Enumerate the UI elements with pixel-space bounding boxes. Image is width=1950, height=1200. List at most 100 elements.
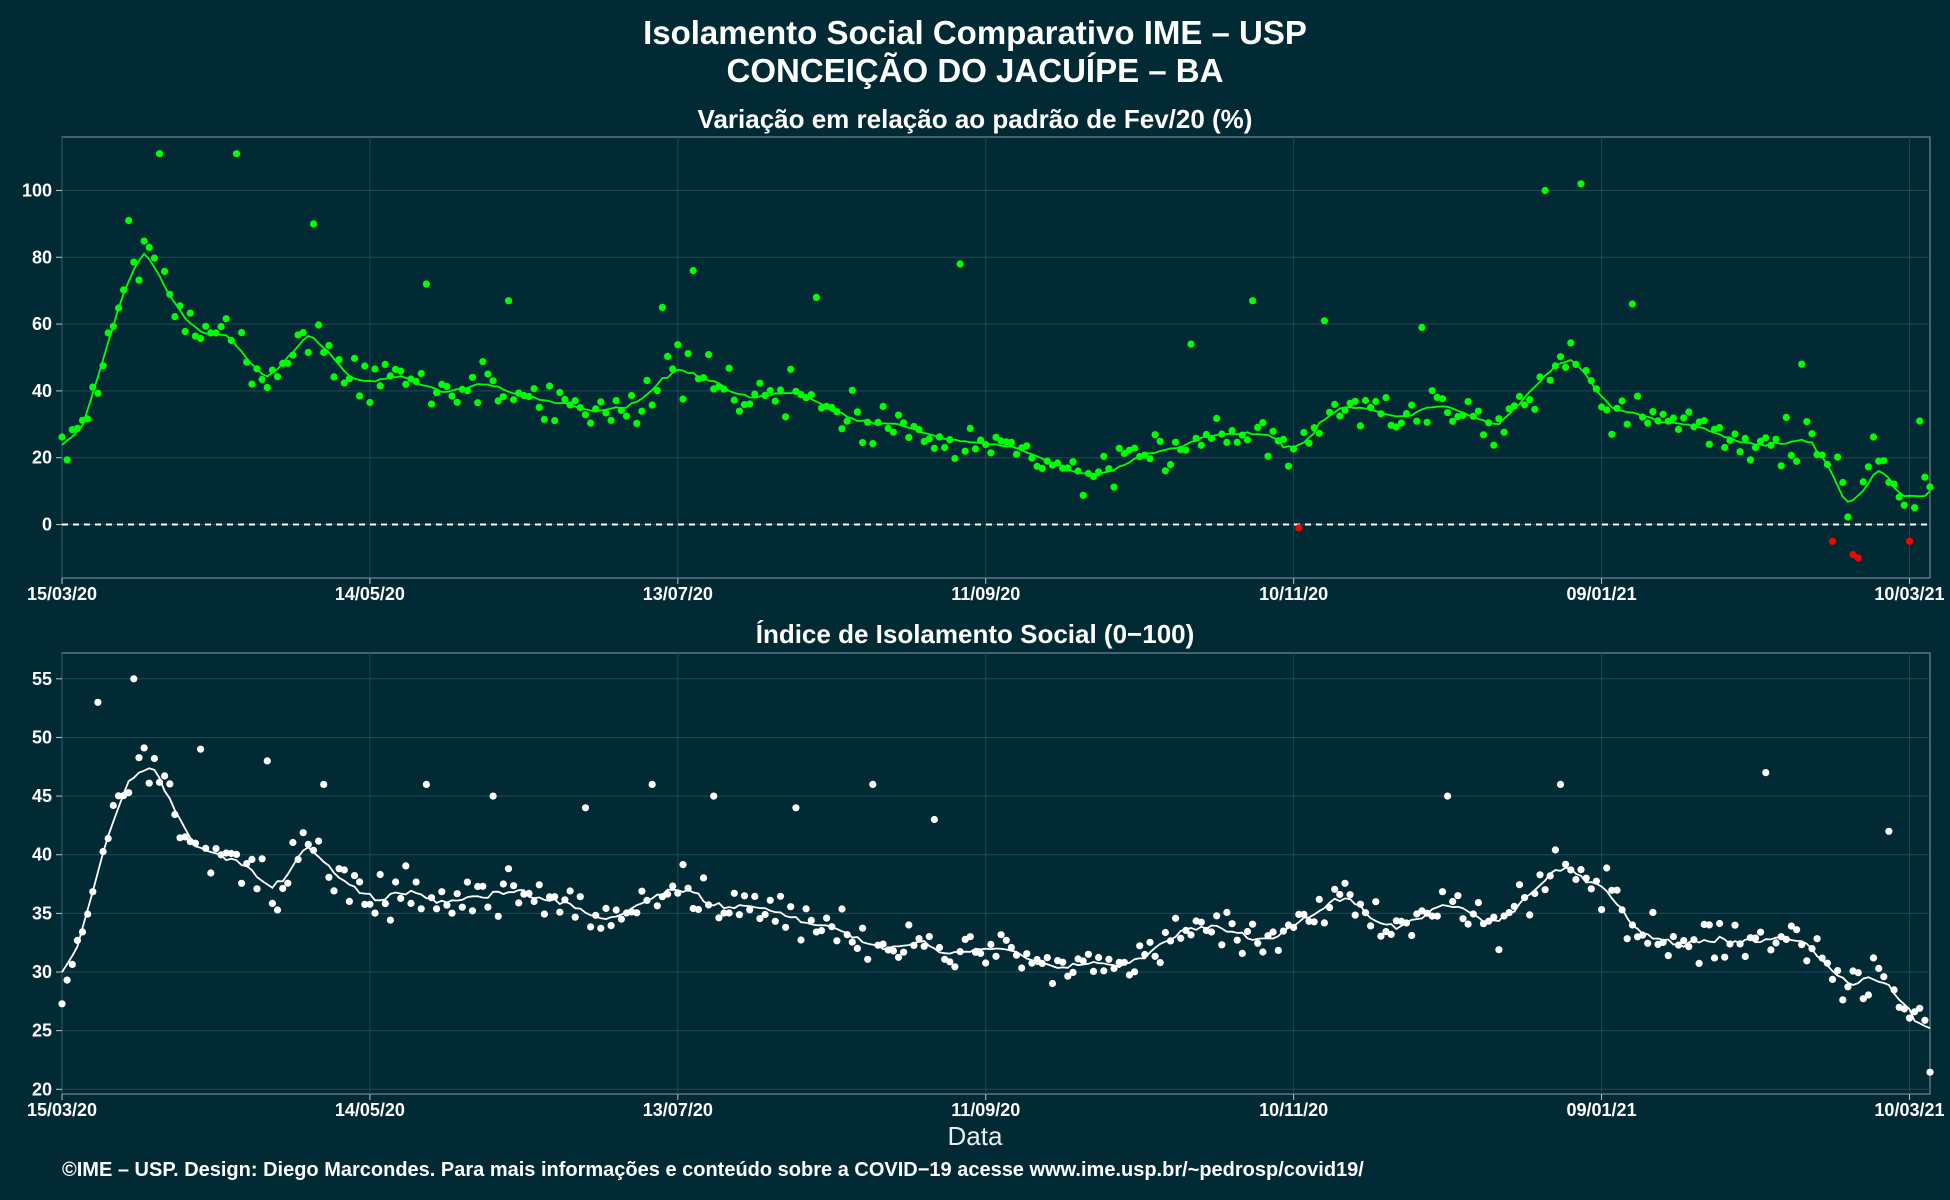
panel2-data-point <box>463 878 471 886</box>
panel2-moving-average-line <box>61 767 1931 1030</box>
panel2-data-point <box>705 901 713 909</box>
panel2-data-point <box>669 882 677 890</box>
panel1-data-point <box>1367 403 1375 412</box>
panel2-data-point <box>340 866 348 874</box>
panel2-data-point <box>817 927 826 935</box>
panel1-data-point <box>1782 413 1790 421</box>
panel2-data-point <box>1710 954 1719 962</box>
panel2-data-point <box>1721 953 1729 961</box>
panel2-x-tick-label: 09/01/21 <box>1567 1100 1637 1120</box>
panel2-data-point <box>833 937 841 945</box>
panel1-data-point <box>1218 430 1226 438</box>
panel1-data-point <box>1305 439 1313 447</box>
panel1-data-point <box>1192 434 1200 442</box>
panel2-data-point <box>1326 904 1334 912</box>
panel2-data-point <box>1628 921 1636 929</box>
panel1-data-point <box>1089 472 1098 481</box>
panel1-data-point <box>1572 360 1580 368</box>
panel2-data-point <box>1110 964 1118 973</box>
panel1-data-point <box>1110 483 1118 491</box>
panel1-data-point <box>705 351 713 359</box>
panel2-data-point <box>1290 923 1298 932</box>
panel2-data-point <box>1500 912 1508 920</box>
panel1-data-point <box>443 382 451 390</box>
panel2-data-point <box>1095 953 1103 962</box>
panel1-data-point <box>879 402 887 410</box>
panel1-data-point <box>320 348 328 356</box>
panel2-data-point <box>1505 909 1513 917</box>
panel2-data-point <box>289 838 297 847</box>
panel2-data-point <box>1464 920 1472 928</box>
panel1-data-point <box>140 237 148 245</box>
panel2-data-point <box>1207 928 1216 936</box>
panel2-data-point <box>1100 967 1108 975</box>
panel1-data-point <box>1828 537 1837 545</box>
panel2-data-point <box>104 834 112 843</box>
panel2-data-point <box>694 905 703 914</box>
panel2-data-point <box>304 840 312 849</box>
panel1-data-point <box>853 408 862 416</box>
panel2-data-point <box>900 948 908 956</box>
panel1-data-point <box>417 369 425 378</box>
panel2-data-point <box>1639 931 1647 939</box>
panel1-data-point <box>576 404 584 412</box>
panel1-data-point <box>689 267 697 275</box>
panel2-data-point <box>1089 967 1098 976</box>
panel2-data-point <box>407 899 415 908</box>
panel1-data-point <box>1223 438 1231 446</box>
panel1-data-point <box>1187 340 1195 348</box>
panel1-data-point <box>956 260 964 268</box>
panel1-data-point <box>397 367 405 375</box>
panel1-data-point <box>109 322 117 330</box>
panel1-data-point <box>1243 436 1252 444</box>
panel1-data-point <box>243 358 251 366</box>
panel1-data-point <box>1331 400 1339 408</box>
panel2-data-point <box>1023 950 1031 958</box>
panel2-data-point <box>1079 957 1087 965</box>
panel2-data-point <box>284 879 292 887</box>
panel1-data-point <box>1428 387 1436 395</box>
panel1-data-point <box>479 358 487 366</box>
panel2-data-point <box>848 938 856 946</box>
panel1-data-point <box>869 440 877 448</box>
panel1-data-point <box>915 426 923 434</box>
panel1-data-point <box>556 388 564 397</box>
panel2-data-point <box>1408 931 1416 940</box>
panel2-data-point <box>243 860 251 868</box>
panel2-data-point <box>530 897 538 906</box>
panel1-data-point <box>1423 418 1431 426</box>
panel1-data-point <box>1521 401 1529 409</box>
panel1-data-point <box>1890 480 1898 488</box>
panel2-data-point <box>935 943 944 952</box>
panel1-data-point <box>1012 450 1021 458</box>
panel2-data-point <box>1741 952 1749 961</box>
panel1-data-point <box>1767 441 1775 449</box>
panel2-data-point <box>1064 972 1072 980</box>
panel2-data-point <box>710 792 718 800</box>
panel1-data-point <box>1295 524 1303 532</box>
panel2-data-point <box>1613 886 1621 894</box>
panel1-data-point <box>1479 431 1488 439</box>
panel2-data-point <box>1731 921 1739 929</box>
panel1-data-point <box>1402 410 1411 418</box>
panel2-data-point <box>545 893 554 901</box>
panel2-data-point <box>1402 919 1411 927</box>
panel2-data-point <box>581 804 590 812</box>
panel2-data-point <box>320 780 328 789</box>
panel2-data-point <box>1238 949 1246 958</box>
panel1-data-point <box>1341 406 1349 414</box>
panel2-data-point <box>1182 926 1190 935</box>
panel1-y-tick-label: 0 <box>42 515 52 535</box>
panel1-data-point <box>494 397 502 405</box>
panel1-data-point <box>1818 451 1826 459</box>
panel1-data-point <box>1603 406 1611 414</box>
panel1-data-point <box>1105 465 1113 473</box>
panel1-data-point <box>371 365 379 373</box>
panel1-data-point <box>740 401 749 409</box>
panel1-data-point <box>643 376 651 384</box>
panel2-data-point <box>263 757 271 765</box>
panel1-data-point <box>73 424 81 432</box>
panel1-y-tick-label: 100 <box>22 180 52 200</box>
panel1-data-point <box>1751 443 1760 452</box>
panel2-data-point <box>1818 954 1826 962</box>
